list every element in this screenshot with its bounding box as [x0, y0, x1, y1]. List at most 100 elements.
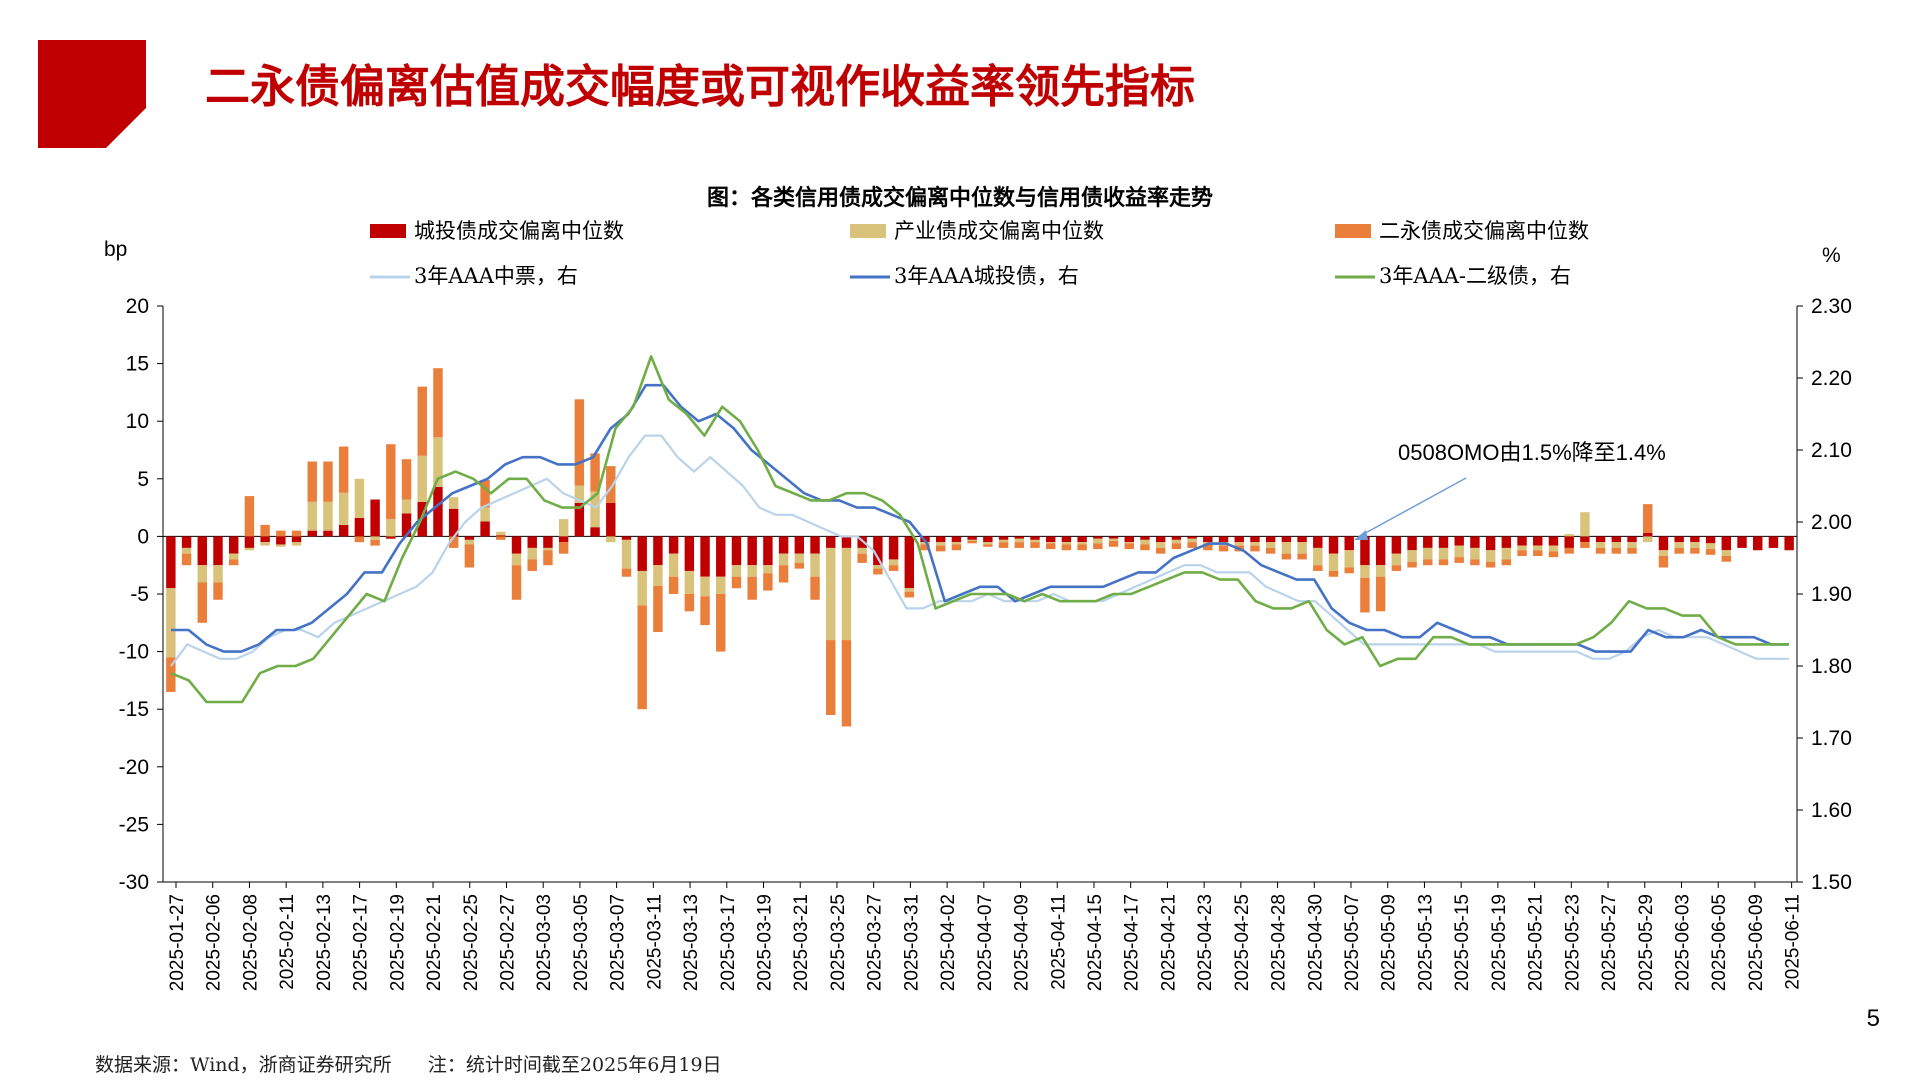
- bar-urban: [1171, 536, 1182, 540]
- bar-perpetual: [1564, 547, 1574, 554]
- bar-urban: [1501, 536, 1512, 548]
- bar-industrial: [1627, 542, 1637, 548]
- bar-urban: [983, 536, 993, 543]
- bar-perpetual: [1344, 567, 1354, 574]
- left-tick-label: -25: [119, 813, 149, 836]
- bar-perpetual: [1595, 547, 1606, 554]
- x-tick-label: 2025-02-17: [351, 894, 372, 991]
- x-tick-label: 2025-02-13: [314, 894, 335, 991]
- bar-industrial: [951, 542, 962, 545]
- bar-industrial: [166, 588, 176, 658]
- bar-industrial: [1360, 565, 1370, 578]
- x-tick-label: 2025-04-25: [1232, 894, 1253, 991]
- bar-urban: [1140, 536, 1150, 540]
- bar-urban: [323, 530, 333, 537]
- bar-industrial: [323, 501, 333, 531]
- bar-urban: [1454, 536, 1464, 546]
- legend-label: 产业债成交偏离中位数: [894, 219, 1104, 243]
- bar-industrial: [291, 542, 302, 546]
- bar-industrial: [983, 542, 993, 545]
- bar-urban: [1768, 536, 1779, 548]
- page-number: 5: [1866, 1005, 1880, 1032]
- bar-perpetual: [574, 399, 585, 486]
- x-tick-label: 2025-04-02: [938, 894, 959, 991]
- bar-perpetual: [1014, 542, 1024, 548]
- bar-urban: [1705, 536, 1716, 544]
- bar-perpetual: [1533, 550, 1543, 556]
- bar-perpetual: [1328, 570, 1339, 577]
- x-tick-label: 2025-03-13: [681, 894, 702, 991]
- legend-label: 3年AAA-二级债，右: [1379, 264, 1571, 288]
- x-tick-label: 2025-06-11: [1783, 894, 1804, 990]
- bar-urban: [1045, 536, 1056, 543]
- bar-industrial: [1407, 550, 1417, 562]
- bar-urban: [998, 536, 1009, 540]
- bar-industrial: [1187, 538, 1197, 543]
- bar-urban: [1030, 536, 1040, 540]
- bar-perpetual: [307, 461, 317, 502]
- bar-perpetual: [810, 576, 820, 600]
- x-tick-label: 2025-04-21: [1158, 894, 1179, 991]
- bar-perpetual: [181, 553, 192, 566]
- bar-urban: [1093, 536, 1103, 539]
- bar-perpetual: [826, 640, 836, 715]
- line-sub-3y-aaa-minus: [170, 355, 1789, 704]
- x-tick-label: 2025-06-03: [1672, 894, 1693, 991]
- bar-perpetual: [480, 479, 490, 508]
- x-tick-label: 2025-06-05: [1709, 894, 1730, 991]
- left-axis-unit: bp: [104, 238, 127, 261]
- x-tick-label: 2025-03-17: [718, 894, 739, 991]
- bar-industrial: [401, 499, 412, 514]
- bar-urban: [1391, 536, 1402, 554]
- left-tick-label: 15: [126, 353, 149, 376]
- bar-perpetual: [527, 559, 537, 571]
- bar-perpetual: [904, 591, 915, 598]
- bar-industrial: [1077, 542, 1087, 545]
- bar-urban: [1234, 536, 1244, 543]
- bar-urban: [260, 536, 270, 543]
- bar-industrial: [1093, 538, 1103, 544]
- bar-industrial: [1281, 542, 1292, 554]
- bar-urban: [1108, 536, 1119, 539]
- bar-perpetual: [1517, 550, 1527, 556]
- bar-industrial: [1344, 550, 1354, 568]
- bar-urban: [653, 536, 663, 566]
- bar-urban: [1721, 536, 1732, 551]
- bar-industrial: [1234, 542, 1244, 546]
- bar-industrial: [464, 539, 475, 545]
- bar-perpetual: [1045, 543, 1056, 550]
- bar-urban: [338, 524, 349, 537]
- bar-perpetual: [323, 461, 333, 502]
- bar-perpetual: [213, 582, 223, 600]
- bar-urban: [1250, 536, 1260, 543]
- x-tick-label: 2025-03-19: [755, 894, 776, 991]
- bar-industrial: [244, 547, 255, 551]
- bar-industrial: [841, 547, 852, 641]
- x-tick-label: 2025-01-27: [167, 894, 188, 991]
- footnote: 数据来源：Wind，浙商证券研究所 注：统计时间截至2025年6月19日: [95, 1050, 722, 1077]
- bar-perpetual: [1627, 547, 1637, 554]
- bar-perpetual: [936, 545, 946, 552]
- bar-industrial: [1643, 536, 1653, 543]
- bar-perpetual: [1218, 545, 1229, 552]
- bar-urban: [1548, 536, 1559, 546]
- bar-urban: [213, 536, 223, 566]
- bar-industrial: [1030, 539, 1040, 543]
- bar-urban: [370, 499, 380, 537]
- bar-urban: [386, 536, 396, 539]
- annotation-arrow: [1359, 477, 1467, 537]
- bar-industrial: [543, 547, 553, 551]
- bar-industrial: [1438, 547, 1449, 560]
- bar-industrial: [747, 565, 757, 577]
- bar-perpetual: [1391, 565, 1402, 571]
- bar-urban: [1203, 536, 1213, 543]
- bar-perpetual: [967, 541, 977, 544]
- bar-urban: [1297, 536, 1307, 543]
- bar-urban: [1674, 536, 1684, 543]
- bar-urban: [511, 536, 522, 554]
- bar-urban: [1658, 536, 1669, 551]
- bar-urban: [684, 536, 695, 571]
- bar-perpetual: [1030, 542, 1040, 548]
- bar-industrial: [197, 565, 207, 583]
- bar-urban: [1470, 536, 1480, 548]
